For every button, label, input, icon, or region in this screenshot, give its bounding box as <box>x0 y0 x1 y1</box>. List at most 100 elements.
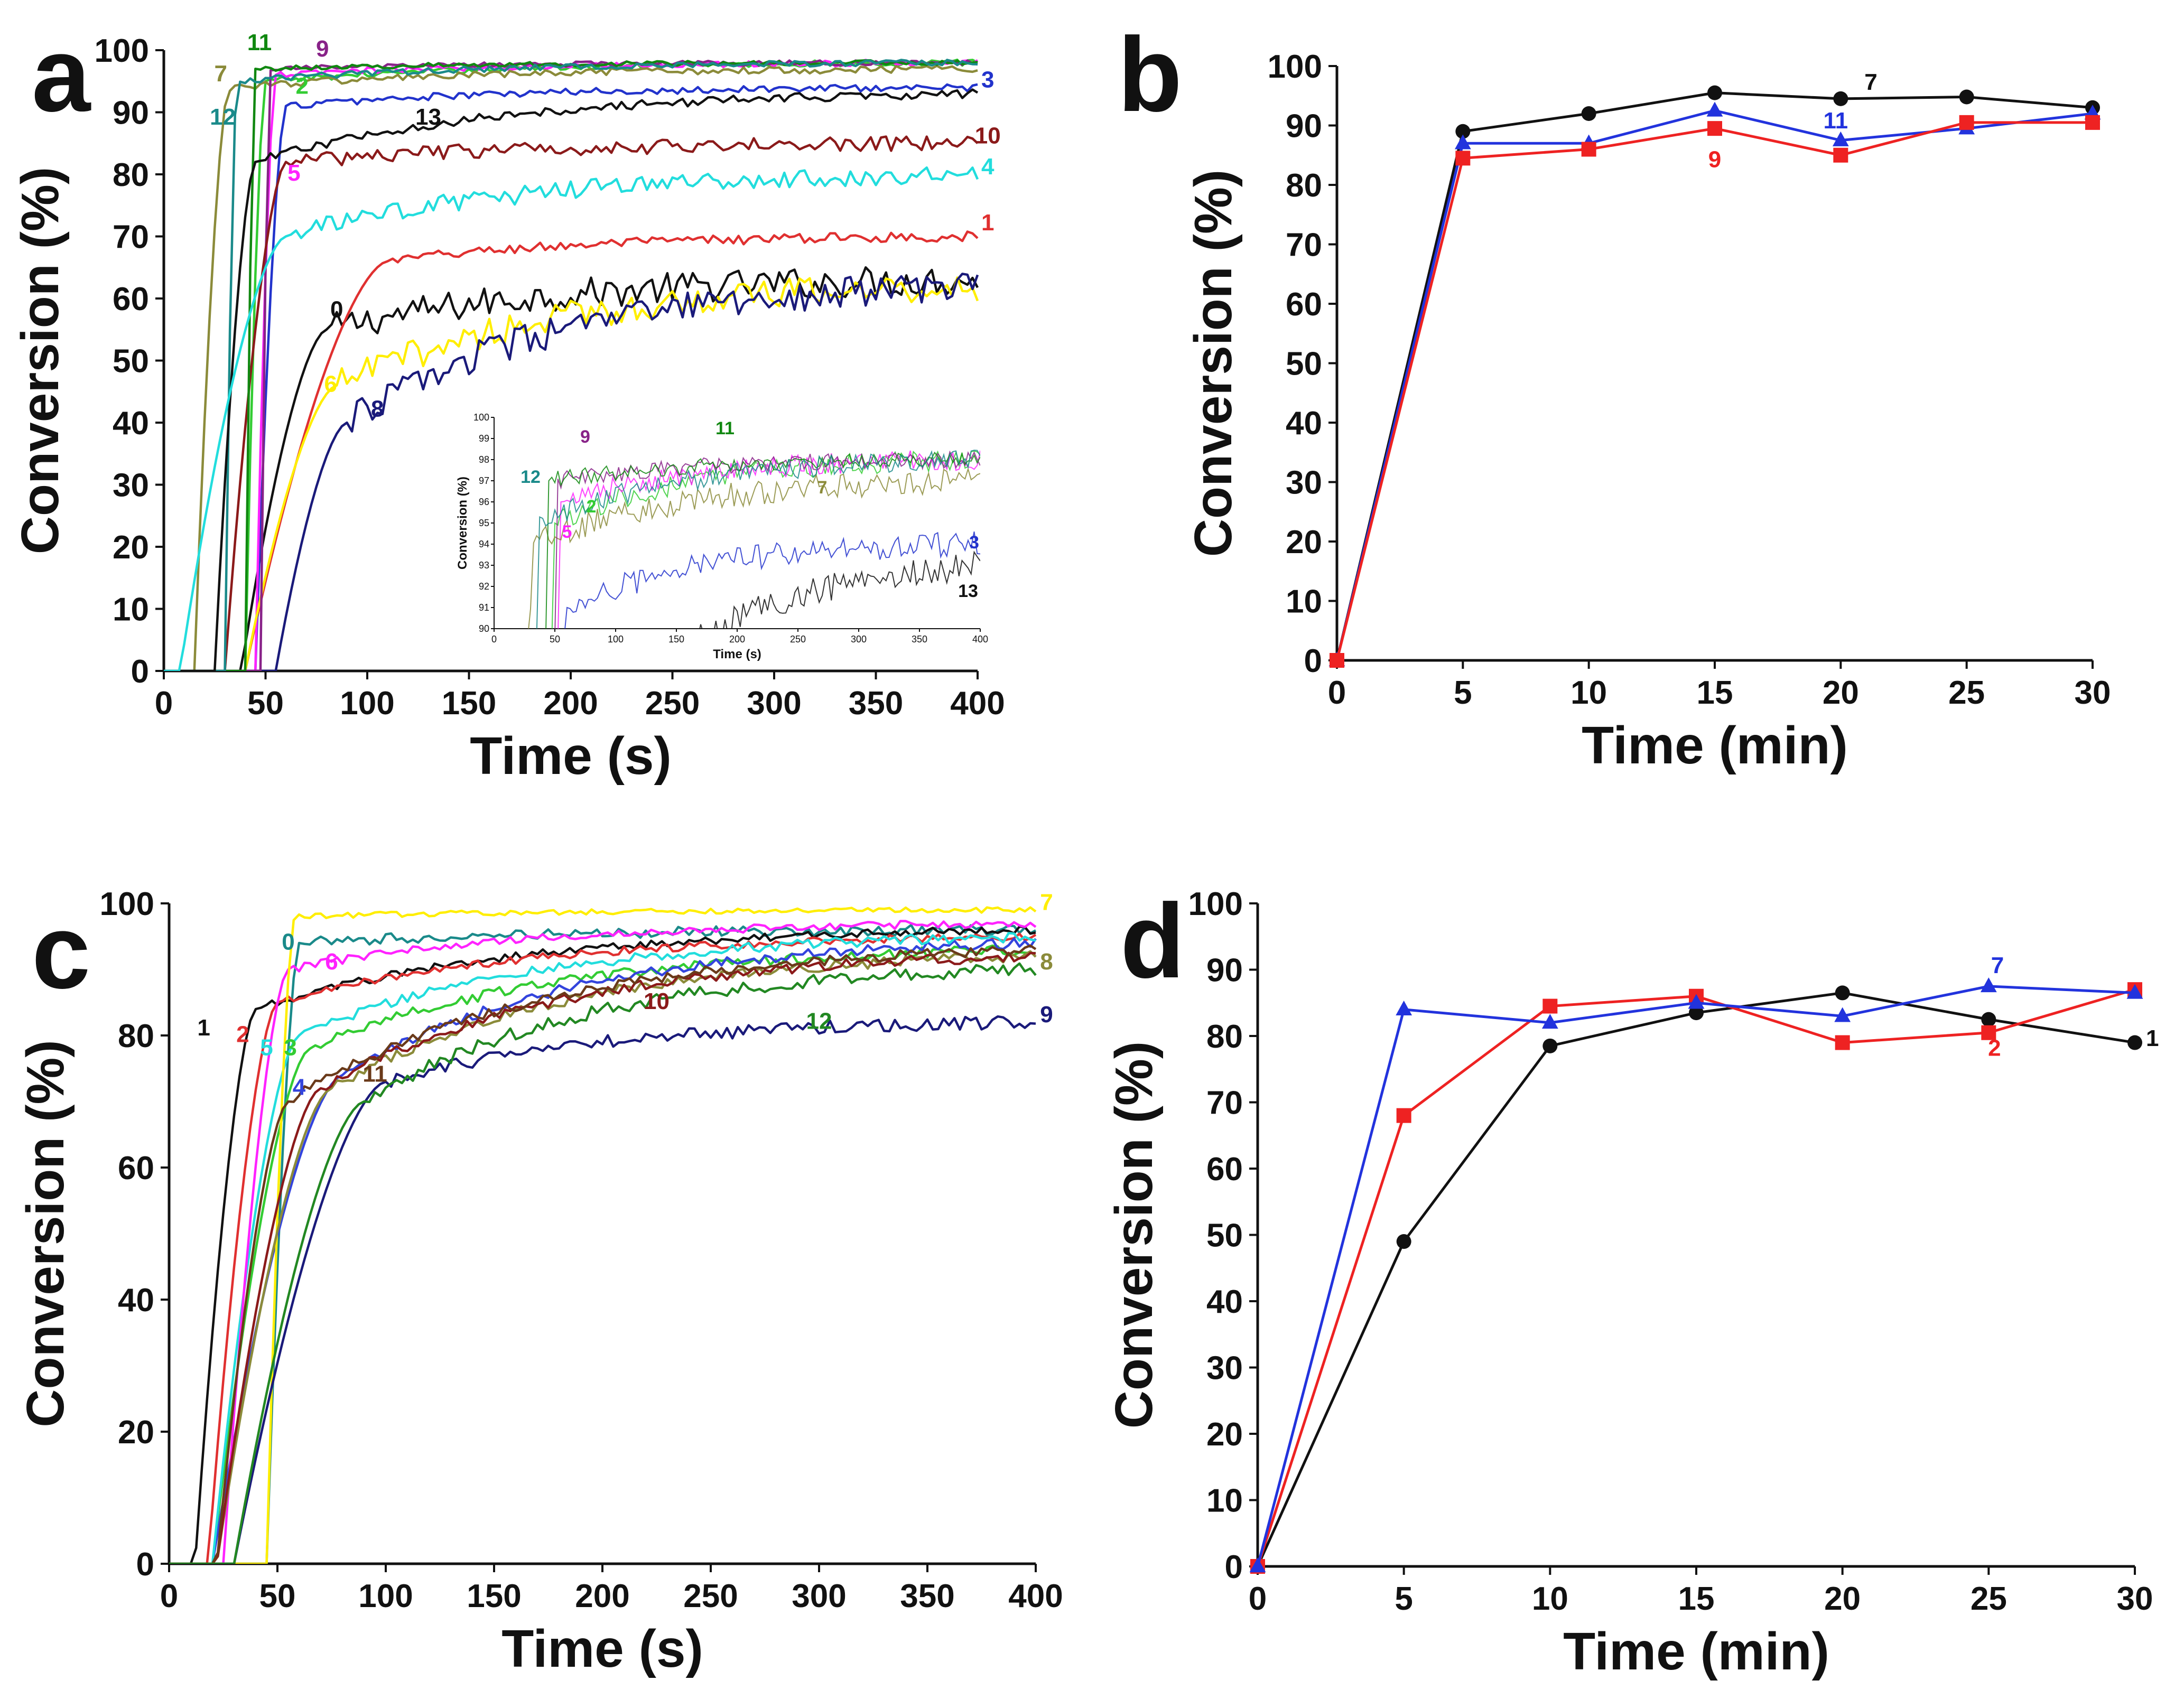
data-point <box>1455 124 1471 139</box>
inset-y-tick-label: 90 <box>479 623 489 634</box>
series-line <box>169 962 1037 1564</box>
series-4 <box>169 937 1037 1564</box>
series-label-3: 3 <box>981 67 994 93</box>
inset-y-tick-label: 99 <box>479 433 489 444</box>
series-label-5: 5 <box>287 160 300 186</box>
series-12 <box>164 59 978 671</box>
y-tick-label: 0 <box>136 1546 154 1583</box>
data-point <box>1832 131 1849 146</box>
series-label-5: 5 <box>260 1035 273 1061</box>
series-label-8: 8 <box>371 396 384 422</box>
data-point <box>1454 134 1471 150</box>
data-point <box>2126 984 2143 999</box>
series-8 <box>164 273 979 671</box>
x-tick-label: 250 <box>683 1578 738 1614</box>
x-tick-label: 0 <box>160 1578 178 1614</box>
inset-y-tick-label: 94 <box>479 539 489 549</box>
y-axis-title: Conversion (%) <box>16 1040 75 1427</box>
panel-letter-b: b <box>1118 16 1182 134</box>
y-tick-label: 90 <box>113 95 149 132</box>
y-tick-label: 20 <box>1286 524 1322 561</box>
inset-label-11: 11 <box>715 418 735 438</box>
series-label-9: 9 <box>316 36 329 62</box>
series-9 <box>169 1015 1036 1564</box>
y-tick-label: 100 <box>1188 886 1243 922</box>
series-label-10: 10 <box>644 988 670 1014</box>
x-tick-label: 15 <box>1678 1581 1715 1617</box>
series-line <box>169 906 1037 1564</box>
series-label-11: 11 <box>363 1061 387 1087</box>
data-point <box>1835 985 1850 1001</box>
series-3 <box>169 944 1036 1564</box>
data-point <box>1455 151 1471 166</box>
x-tick-label: 20 <box>1824 1581 1861 1617</box>
y-tick-label: 50 <box>1286 346 1322 382</box>
x-tick-label: 50 <box>247 685 284 722</box>
inset-series-line <box>536 450 980 629</box>
inset-series-line <box>564 531 980 629</box>
x-axis-title: Time (min) <box>1582 716 1848 775</box>
series-label-4: 4 <box>981 154 995 180</box>
inset-label-9: 9 <box>580 427 590 447</box>
data-point <box>2085 115 2100 130</box>
data-point <box>1833 147 1848 163</box>
data-point <box>1707 121 1722 136</box>
x-tick-label: 300 <box>792 1578 846 1614</box>
data-point <box>1834 1007 1851 1022</box>
inset-chart: 0 50 100 150 200 250 300 350 4009091929394959697… <box>456 410 988 661</box>
series-line <box>164 166 979 671</box>
inset-series-line <box>557 450 980 629</box>
x-tick-label: 30 <box>2075 675 2111 711</box>
y-tick-label: 60 <box>1206 1151 1243 1188</box>
y-tick-label: 100 <box>100 886 154 922</box>
inset-y-tick-label: 95 <box>479 518 489 528</box>
series-label-1: 1 <box>197 1015 210 1041</box>
series-line <box>169 925 1036 1564</box>
inset-series-line <box>528 467 980 629</box>
series-label-9: 9 <box>1040 1002 1053 1028</box>
series-line <box>164 273 979 671</box>
y-tick-label: 80 <box>113 157 149 193</box>
series-0 <box>169 923 1037 1564</box>
series-label-7: 7 <box>215 61 227 87</box>
series-label-12: 12 <box>806 1009 832 1034</box>
y-tick-label: 20 <box>118 1414 154 1451</box>
y-tick-label: 90 <box>1286 108 1322 145</box>
y-tick-label: 30 <box>1206 1350 1243 1387</box>
x-tick-label: 100 <box>340 685 394 722</box>
panel-letter-c: c <box>32 893 90 1011</box>
data-point <box>1581 142 1596 157</box>
series-label-0: 0 <box>282 929 294 955</box>
y-tick-label: 30 <box>1286 465 1322 501</box>
x-tick-label: 30 <box>2117 1581 2153 1617</box>
inset-y-tick-label: 100 <box>473 412 489 423</box>
series-9: 9 <box>1330 115 2100 668</box>
series-line <box>1335 109 2093 661</box>
x-axis-title: Time (s) <box>470 726 672 786</box>
series-label-3: 3 <box>284 1035 296 1061</box>
y-tick-label: 40 <box>118 1282 154 1319</box>
series-line <box>169 944 1036 1564</box>
inset-x-tick-label: 0 <box>491 634 497 645</box>
y-tick-label: 0 <box>1225 1549 1243 1585</box>
series-11: 11 <box>1328 101 2101 667</box>
inset-x-tick-label: 150 <box>668 634 684 645</box>
inset-y-title: Conversion (%) <box>456 477 470 570</box>
y-tick-label: 70 <box>1206 1085 1243 1122</box>
data-point <box>1396 1001 1412 1015</box>
series-1 <box>169 925 1036 1564</box>
y-tick-label: 10 <box>1286 584 1322 620</box>
series-label-7: 7 <box>1040 890 1053 916</box>
panel-a: a0 50 100 150 200 250 300 350 400010203040506070… <box>11 16 1005 786</box>
y-axis-title: Conversion (%) <box>1184 170 1243 557</box>
series-label: 7 <box>1991 953 2004 978</box>
series-label-12: 12 <box>210 104 236 130</box>
series-label-13: 13 <box>415 104 441 130</box>
inset-label-13: 13 <box>958 581 978 601</box>
inset-x-tick-label: 300 <box>851 634 867 645</box>
x-tick-label: 20 <box>1823 675 1859 711</box>
x-tick-label: 200 <box>575 1578 629 1614</box>
y-tick-label: 80 <box>1286 167 1322 204</box>
series-line <box>169 937 1037 1564</box>
series-label-1: 1 <box>981 210 994 236</box>
